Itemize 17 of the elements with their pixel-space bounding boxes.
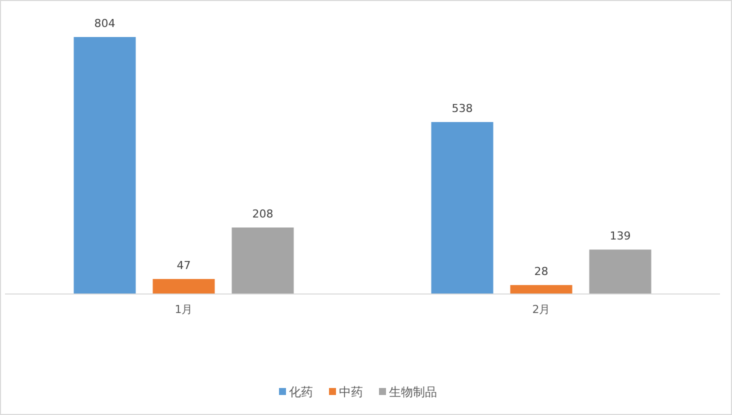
legend-label: 生物制品 — [389, 385, 437, 399]
data-label: 47 — [176, 258, 191, 272]
bar — [431, 122, 494, 294]
bar — [510, 285, 572, 294]
legend-label: 化药 — [289, 385, 313, 399]
bar — [589, 250, 652, 294]
bar — [232, 228, 294, 294]
data-label: 208 — [252, 208, 274, 221]
data-label: 538 — [452, 102, 473, 116]
bar — [152, 278, 215, 294]
data-label: 28 — [534, 265, 548, 278]
x-tick-label: 1月 — [174, 303, 193, 316]
x-tick-label: 2月 — [532, 303, 550, 316]
legend-label: 中药 — [339, 385, 363, 399]
bar — [74, 37, 136, 294]
data-label: 804 — [94, 17, 116, 30]
data-label: 139 — [610, 230, 631, 243]
